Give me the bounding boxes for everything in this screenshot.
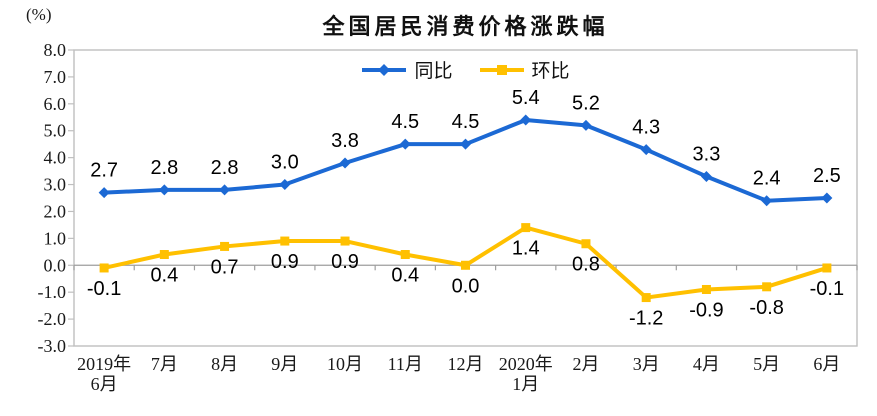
plot-border <box>73 49 858 347</box>
svg-text:2.0: 2.0 <box>44 201 67 221</box>
chart-legend: 同比 环比 <box>74 56 857 83</box>
mom-line-marker-icon <box>479 64 524 75</box>
series-yoy <box>98 114 833 207</box>
svg-text:3.3: 3.3 <box>693 143 721 165</box>
svg-text:2.4: 2.4 <box>753 168 781 190</box>
svg-text:5.2: 5.2 <box>572 92 600 114</box>
legend-item-mom: 环比 <box>479 56 570 83</box>
svg-text:-2.0: -2.0 <box>38 309 67 329</box>
svg-text:4.3: 4.3 <box>632 117 660 139</box>
svg-text:-0.1: -0.1 <box>810 278 844 300</box>
svg-text:4.5: 4.5 <box>391 111 419 133</box>
svg-text:0.0: 0.0 <box>452 275 480 297</box>
svg-text:2.5: 2.5 <box>813 165 841 187</box>
svg-text:8.0: 8.0 <box>44 40 67 60</box>
svg-text:0.7: 0.7 <box>211 256 239 278</box>
svg-text:9月: 9月 <box>271 354 298 374</box>
svg-text:5月: 5月 <box>753 354 780 374</box>
svg-text:0.9: 0.9 <box>331 251 359 273</box>
svg-text:5.4: 5.4 <box>512 87 540 109</box>
svg-text:6月: 6月 <box>813 354 840 374</box>
x-axis-labels: 2019年 6月 7月 8月 9月 10月 11月 12月 2020年 1月 2月 3月 4月 5月 6月 <box>77 354 840 394</box>
series-mom <box>99 223 832 303</box>
svg-text:4月: 4月 <box>693 354 720 374</box>
svg-text:-1.2: -1.2 <box>629 308 663 330</box>
y-axis-unit-label: (%) <box>26 5 52 24</box>
svg-text:3.0: 3.0 <box>271 152 299 174</box>
svg-text:0.8: 0.8 <box>572 254 600 276</box>
svg-text:11月: 11月 <box>388 354 423 374</box>
svg-text:3.0: 3.0 <box>44 175 67 195</box>
yoy-line-marker-icon <box>362 63 407 76</box>
svg-text:1.0: 1.0 <box>44 228 67 248</box>
svg-text:5.0: 5.0 <box>44 121 67 141</box>
svg-text:-1.0: -1.0 <box>38 282 67 302</box>
svg-text:4.5: 4.5 <box>452 111 480 133</box>
svg-text:4.0: 4.0 <box>44 148 67 168</box>
chart-title: 全国居民消费价格涨跌幅 <box>322 14 609 39</box>
svg-text:0.4: 0.4 <box>391 265 419 287</box>
svg-text:0.9: 0.9 <box>271 251 299 273</box>
series-mom-data-labels: -0.1 0.4 0.7 0.9 0.9 0.4 0.0 1.4 0.8 -1.2 -0.9 -0.8… <box>87 238 844 330</box>
svg-text:3月: 3月 <box>633 354 660 374</box>
svg-text:-0.1: -0.1 <box>87 278 121 300</box>
svg-text:8月: 8月 <box>211 354 238 374</box>
svg-text:2.7: 2.7 <box>90 160 118 182</box>
y-axis: 8.0 7.0 6.0 5.0 4.0 3.0 2.0 1.0 0.0 -1.0 -2.0 -3.0 <box>38 40 74 356</box>
svg-text:12月: 12月 <box>448 354 484 374</box>
svg-text:10月: 10月 <box>327 354 363 374</box>
svg-text:2.8: 2.8 <box>211 157 239 179</box>
svg-text:3.8: 3.8 <box>331 130 359 152</box>
svg-text:1.4: 1.4 <box>512 238 540 260</box>
svg-text:-3.0: -3.0 <box>38 336 67 356</box>
svg-text:7.0: 7.0 <box>44 67 67 87</box>
svg-text:7月: 7月 <box>151 354 178 374</box>
svg-text:-0.9: -0.9 <box>689 299 723 321</box>
svg-text:0.0: 0.0 <box>44 255 67 275</box>
legend-label-yoy: 同比 <box>414 61 453 82</box>
svg-text:0.4: 0.4 <box>150 265 178 287</box>
svg-text:-0.8: -0.8 <box>749 297 783 319</box>
legend-label-mom: 环比 <box>531 61 570 82</box>
series-yoy-data-labels: 2.7 2.8 2.8 3.0 3.8 4.5 4.5 5.4 5.2 4.3 3.3 2.4 2.5 <box>90 87 841 190</box>
svg-text:6.0: 6.0 <box>44 94 67 114</box>
legend-item-yoy: 同比 <box>361 56 453 83</box>
svg-text:2.8: 2.8 <box>150 157 178 179</box>
svg-text:2月: 2月 <box>572 354 599 374</box>
